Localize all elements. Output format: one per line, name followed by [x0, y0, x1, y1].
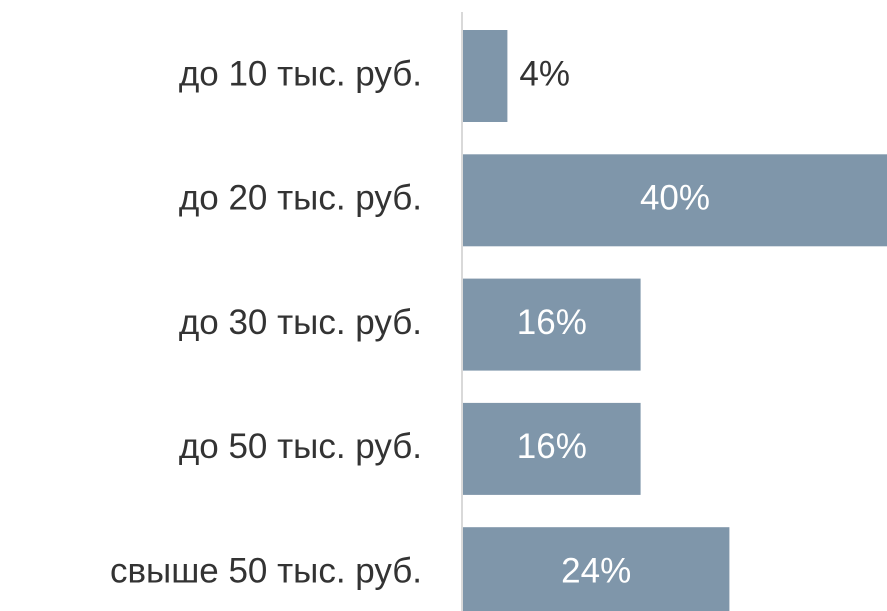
- value-label: 4%: [519, 54, 570, 93]
- bar: [463, 527, 730, 611]
- category-label: свыше 50 тыс. руб.: [110, 551, 422, 590]
- bar: [463, 30, 508, 122]
- category-label: до 20 тыс. руб.: [179, 179, 422, 218]
- category-label: до 30 тыс. руб.: [179, 303, 422, 342]
- value-label: 40%: [640, 179, 710, 218]
- category-label: до 50 тыс. руб.: [179, 427, 422, 466]
- value-label: 24%: [561, 551, 631, 590]
- category-label: до 10 тыс. руб.: [179, 54, 422, 93]
- value-label: 16%: [517, 427, 587, 466]
- bar: [463, 154, 887, 247]
- bar: [463, 278, 641, 371]
- bar: [463, 402, 641, 495]
- value-label: 16%: [517, 303, 587, 342]
